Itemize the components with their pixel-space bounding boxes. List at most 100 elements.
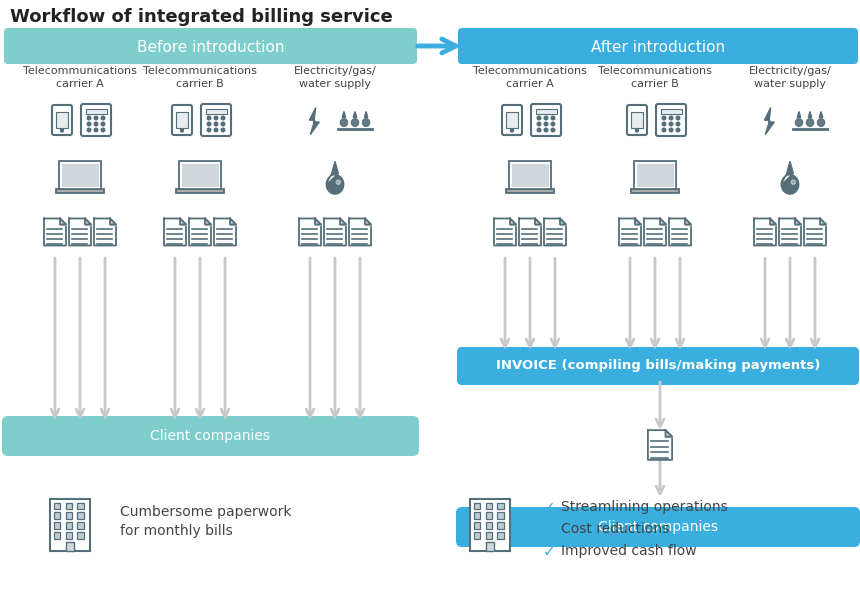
Polygon shape (214, 218, 236, 246)
Circle shape (662, 122, 666, 126)
Polygon shape (494, 218, 516, 246)
Polygon shape (765, 108, 774, 135)
Text: Streamlining operations: Streamlining operations (561, 500, 728, 514)
Polygon shape (341, 119, 347, 126)
Polygon shape (535, 218, 541, 224)
Text: ✓: ✓ (543, 500, 556, 515)
FancyBboxPatch shape (52, 105, 72, 135)
Text: Electricity/gas/
water supply: Electricity/gas/ water supply (748, 66, 832, 89)
FancyBboxPatch shape (536, 109, 556, 114)
Circle shape (181, 129, 183, 132)
Polygon shape (619, 218, 641, 246)
Circle shape (221, 128, 224, 132)
FancyBboxPatch shape (474, 532, 480, 539)
Polygon shape (635, 218, 641, 224)
FancyBboxPatch shape (66, 542, 74, 551)
FancyBboxPatch shape (487, 542, 494, 551)
Polygon shape (205, 218, 211, 224)
Circle shape (95, 128, 98, 132)
FancyBboxPatch shape (474, 522, 480, 529)
FancyBboxPatch shape (172, 105, 192, 135)
Polygon shape (85, 218, 91, 224)
Circle shape (538, 128, 541, 132)
Circle shape (676, 116, 679, 120)
Circle shape (101, 116, 105, 120)
FancyBboxPatch shape (81, 104, 111, 136)
Circle shape (551, 128, 555, 132)
FancyBboxPatch shape (486, 532, 492, 539)
Text: ✓: ✓ (543, 544, 556, 559)
Circle shape (662, 116, 666, 120)
Polygon shape (365, 218, 371, 224)
FancyBboxPatch shape (77, 522, 83, 529)
FancyBboxPatch shape (456, 507, 860, 547)
FancyBboxPatch shape (59, 161, 101, 189)
Circle shape (207, 122, 211, 126)
FancyBboxPatch shape (85, 109, 107, 114)
Polygon shape (779, 218, 801, 246)
Polygon shape (781, 161, 799, 194)
Circle shape (538, 122, 541, 126)
Circle shape (669, 122, 673, 126)
Polygon shape (797, 111, 801, 117)
Circle shape (60, 129, 64, 132)
FancyBboxPatch shape (486, 522, 492, 529)
Polygon shape (669, 218, 691, 246)
Polygon shape (770, 218, 776, 224)
FancyBboxPatch shape (77, 512, 83, 518)
Circle shape (636, 129, 638, 132)
Circle shape (87, 116, 91, 120)
Circle shape (207, 128, 211, 132)
Circle shape (101, 122, 105, 126)
FancyBboxPatch shape (62, 163, 99, 187)
Polygon shape (796, 119, 802, 126)
Circle shape (207, 116, 211, 120)
Polygon shape (818, 119, 825, 126)
Text: Electricity/gas/
water supply: Electricity/gas/ water supply (293, 66, 377, 89)
Text: Client companies: Client companies (150, 429, 271, 443)
FancyBboxPatch shape (474, 512, 480, 518)
Text: INVOICE (compiling bills/making payments): INVOICE (compiling bills/making payments… (496, 359, 820, 373)
FancyBboxPatch shape (512, 163, 549, 187)
FancyBboxPatch shape (631, 112, 643, 128)
FancyBboxPatch shape (497, 512, 503, 518)
Polygon shape (69, 218, 91, 246)
Polygon shape (340, 218, 346, 224)
Polygon shape (808, 111, 812, 117)
Circle shape (669, 116, 673, 120)
Circle shape (221, 116, 224, 120)
FancyBboxPatch shape (497, 522, 503, 529)
Polygon shape (685, 218, 691, 224)
FancyBboxPatch shape (627, 105, 647, 135)
Circle shape (214, 116, 218, 120)
Circle shape (676, 128, 679, 132)
FancyBboxPatch shape (65, 512, 71, 518)
Polygon shape (324, 218, 346, 246)
FancyBboxPatch shape (54, 532, 60, 539)
Polygon shape (510, 218, 516, 224)
FancyBboxPatch shape (54, 512, 60, 518)
FancyBboxPatch shape (474, 502, 480, 509)
Polygon shape (820, 218, 826, 224)
Circle shape (544, 128, 548, 132)
Circle shape (101, 128, 105, 132)
Polygon shape (820, 111, 823, 117)
Polygon shape (648, 430, 673, 460)
Circle shape (95, 116, 98, 120)
Circle shape (538, 116, 541, 120)
FancyBboxPatch shape (50, 499, 89, 551)
Circle shape (551, 122, 555, 126)
Polygon shape (644, 218, 666, 246)
FancyBboxPatch shape (56, 112, 68, 128)
Polygon shape (110, 218, 116, 224)
Polygon shape (230, 218, 236, 224)
FancyBboxPatch shape (54, 502, 60, 509)
Polygon shape (804, 218, 826, 246)
Text: Telecommunications
carrier A: Telecommunications carrier A (23, 66, 137, 89)
FancyBboxPatch shape (506, 112, 518, 128)
Circle shape (662, 128, 666, 132)
Polygon shape (560, 218, 566, 224)
Polygon shape (362, 119, 370, 126)
FancyBboxPatch shape (634, 161, 676, 189)
Polygon shape (164, 218, 186, 246)
